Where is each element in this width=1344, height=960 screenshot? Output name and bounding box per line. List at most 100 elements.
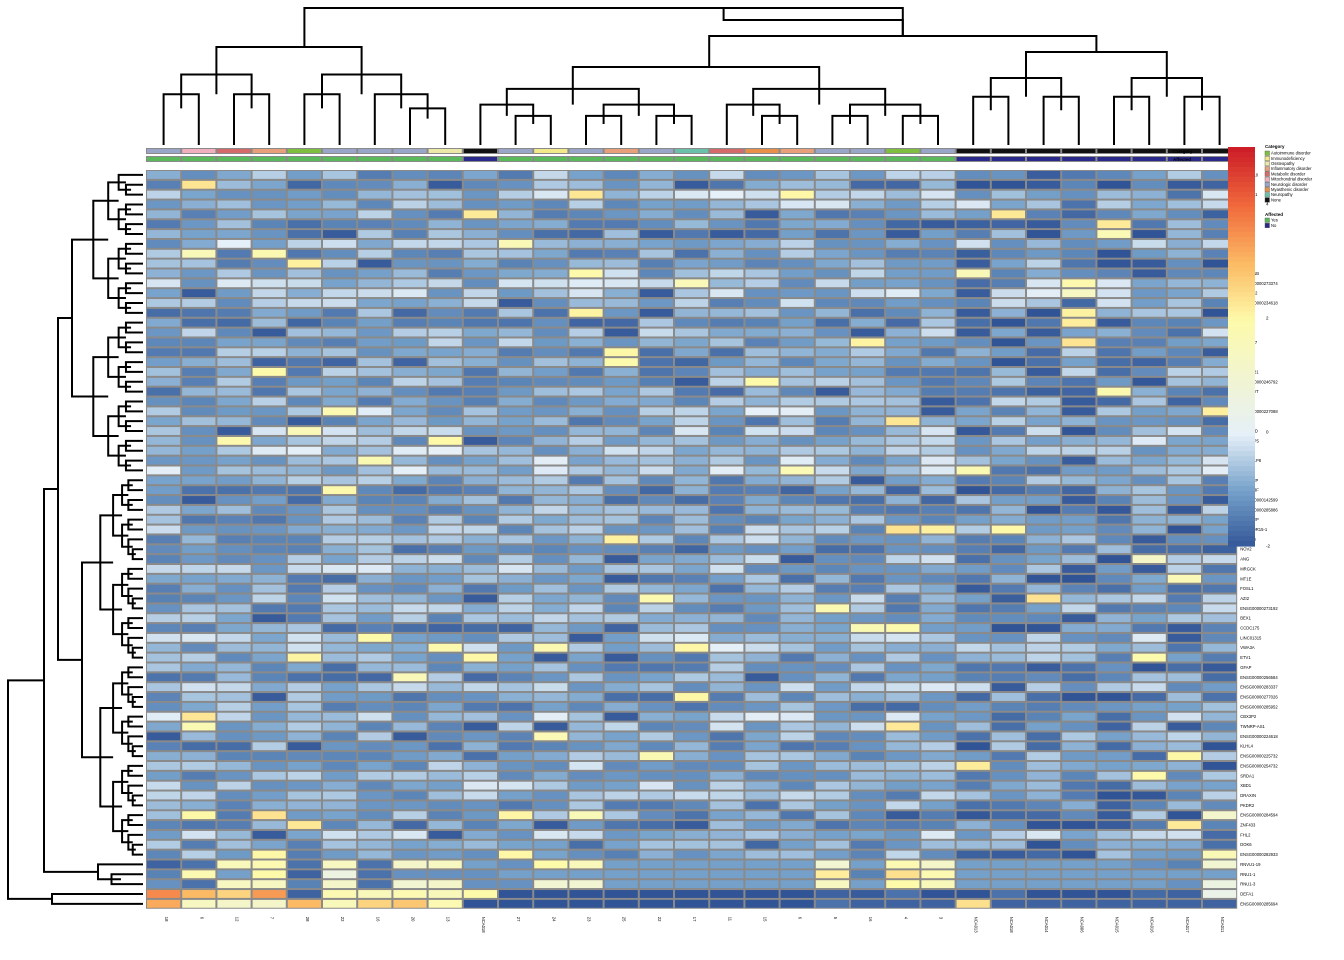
- heatmap-cell: [780, 476, 814, 485]
- heatmap-cell: [499, 358, 533, 366]
- heatmap-cell: [1027, 860, 1061, 869]
- heatmap-cell: [1062, 368, 1096, 376]
- heatmap-cell: [956, 614, 990, 623]
- heatmap-cell: [1097, 259, 1131, 268]
- heatmap-cell: [1203, 722, 1237, 731]
- heatmap-cell: [393, 574, 427, 583]
- heatmap-cell: [1203, 604, 1237, 613]
- heatmap-cell: [815, 249, 849, 258]
- heatmap-cell: [287, 801, 321, 810]
- heatmap-cell: [1203, 171, 1237, 179]
- heatmap-cell: [710, 643, 744, 652]
- heatmap-cell: [1027, 604, 1061, 613]
- heatmap-cell: [991, 870, 1025, 879]
- heatmap-cell: [956, 220, 990, 229]
- color-scale-step: [1228, 156, 1255, 163]
- heatmap-cell: [252, 387, 286, 396]
- heatmap-cell: [815, 899, 849, 908]
- heatmap-cell: [499, 505, 533, 514]
- heatmap-cell: [675, 190, 709, 199]
- heatmap-cell: [1097, 840, 1131, 849]
- heatmap-cell: [956, 299, 990, 307]
- color-scale-step: [1228, 176, 1255, 183]
- heatmap-cell: [1167, 515, 1201, 524]
- heatmap-cell: [815, 348, 849, 357]
- row-label: KLHL4: [1240, 744, 1253, 749]
- dendrogram-branch: [571, 66, 821, 105]
- heatmap-cell: [815, 752, 849, 760]
- heatmap-cell: [851, 702, 885, 711]
- row-label: PKDR2: [1240, 803, 1255, 808]
- heatmap-cell: [710, 673, 744, 682]
- heatmap-cell: [815, 693, 849, 701]
- heatmap-cell: [1097, 633, 1131, 642]
- heatmap-cell: [1097, 230, 1131, 238]
- heatmap-cell: [1097, 880, 1131, 889]
- heatmap-cell: [534, 811, 568, 820]
- heatmap-cell: [323, 535, 357, 544]
- heatmap-cell: [463, 180, 497, 189]
- row-label: CBX3P2: [1240, 714, 1257, 719]
- heatmap-cell: [1097, 830, 1131, 839]
- heatmap-cell: [639, 387, 673, 396]
- heatmap-cell: [569, 249, 603, 258]
- heatmap-cell: [921, 407, 955, 416]
- color-scale-step: [1228, 161, 1255, 168]
- heatmap-cell: [182, 801, 216, 810]
- heatmap-cell: [534, 663, 568, 672]
- heatmap-cell: [182, 515, 216, 524]
- heatmap-cell: [886, 781, 920, 790]
- heatmap-cell: [991, 348, 1025, 357]
- heatmap-cell: [604, 436, 638, 445]
- heatmap-cell: [1167, 505, 1201, 514]
- heatmap-cell: [358, 624, 392, 632]
- heatmap-cell: [499, 880, 533, 889]
- heatmap-cell: [323, 210, 357, 219]
- heatmap-cell: [745, 850, 779, 859]
- heatmap-cell: [815, 890, 849, 898]
- heatmap-cell: [182, 850, 216, 859]
- heatmap-cell: [569, 466, 603, 475]
- heatmap-cell: [1203, 505, 1237, 514]
- heatmap-cell: [252, 377, 286, 386]
- heatmap-cell: [675, 200, 709, 209]
- heatmap-cell: [217, 476, 251, 485]
- heatmap-cell: [428, 742, 462, 751]
- heatmap-cell: [710, 427, 744, 435]
- heatmap-cell: [956, 663, 990, 672]
- heatmap-cell: [851, 811, 885, 820]
- heatmap-cell: [710, 387, 744, 396]
- color-scale-step: [1228, 391, 1255, 397]
- heatmap-cell: [956, 791, 990, 800]
- heatmap-cell: [1167, 348, 1201, 357]
- heatmap-cell: [1132, 830, 1166, 839]
- heatmap-cell: [745, 830, 779, 839]
- heatmap-cell: [745, 771, 779, 780]
- affected-legend-swatch: [1264, 217, 1270, 223]
- color-scale-step: [1228, 331, 1255, 338]
- heatmap-cell: [921, 496, 955, 504]
- heatmap-cell: [780, 407, 814, 416]
- heatmap-cell: [710, 565, 744, 573]
- heatmap-cell: [1167, 476, 1201, 485]
- heatmap-cell: [499, 673, 533, 682]
- category-annotation-cell: [499, 149, 533, 153]
- heatmap-cell: [1132, 801, 1166, 810]
- heatmap-cell: [1203, 752, 1237, 760]
- heatmap-cell: [639, 397, 673, 406]
- heatmap-cell: [991, 308, 1025, 317]
- heatmap-cell: [182, 683, 216, 692]
- heatmap-cell: [1062, 565, 1096, 573]
- heatmap-cell: [147, 456, 181, 465]
- heatmap-cell: [1132, 308, 1166, 317]
- heatmap-cell: [323, 811, 357, 820]
- heatmap-cell: [569, 771, 603, 780]
- heatmap-cell: [534, 368, 568, 376]
- heatmap-cell: [675, 299, 709, 307]
- heatmap-cell: [1167, 683, 1201, 692]
- heatmap-cell: [182, 200, 216, 209]
- heatmap-cell: [147, 407, 181, 416]
- color-scale-step: [1228, 241, 1255, 248]
- heatmap-cell: [639, 712, 673, 721]
- heatmap-cell: [886, 427, 920, 435]
